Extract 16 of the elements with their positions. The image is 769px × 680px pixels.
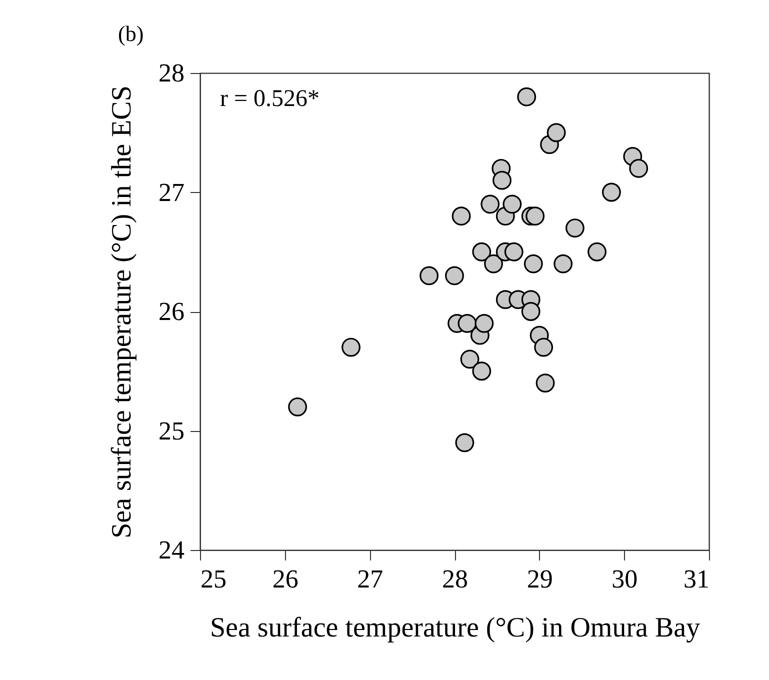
x-tick-label: 31	[684, 564, 710, 594]
y-tick-label: 28	[158, 58, 184, 88]
y-tick-label: 26	[158, 297, 184, 326]
x-tick-label: 30	[612, 564, 638, 594]
x-tick-label: 29	[526, 564, 553, 594]
y-tick-label: 27	[158, 178, 184, 207]
x-tick-label: 28	[442, 564, 468, 594]
x-axis-title: Sea surface temperature (°C) in Omura Bay	[210, 612, 700, 644]
y-tick-label: 25	[158, 416, 184, 446]
y-axis-title: Sea surface temperature (°C) in the ECS	[106, 86, 138, 538]
y-tick-label: 24	[158, 536, 184, 564]
chart-title: (b)	[118, 21, 144, 46]
x-tick-label: 27	[357, 564, 384, 594]
x-tick-label: 25	[200, 564, 226, 594]
annotation: r = 0.526*	[220, 86, 320, 112]
x-tick-label: 26	[272, 564, 298, 594]
